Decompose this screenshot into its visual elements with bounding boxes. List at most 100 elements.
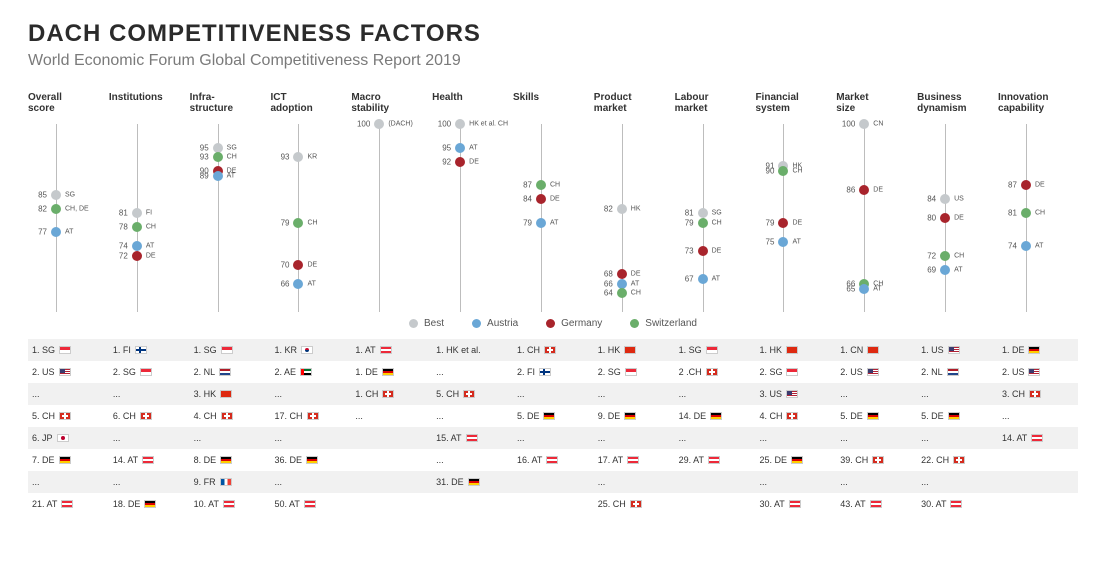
rank-cell-text: 39. CH — [840, 455, 868, 465]
data-point: 84US — [940, 194, 950, 204]
rank-cell: 1. CN — [836, 345, 916, 355]
column-header: Institutions — [109, 92, 189, 120]
legend-dot — [409, 319, 418, 328]
rank-cell-text: 2. AE — [274, 367, 296, 377]
data-point-label: DE — [469, 158, 479, 165]
rank-cell-text: 2. SG — [759, 367, 782, 377]
rank-cell-text: ... — [921, 433, 929, 443]
data-point: 65AT — [859, 284, 869, 294]
data-point: 93KR — [293, 152, 303, 162]
rank-cell: 29. AT — [675, 455, 755, 465]
legend-label: Germany — [561, 318, 602, 329]
rank-cell-text: ... — [436, 455, 444, 465]
rank-cell-text: 2. FI — [517, 367, 535, 377]
rank-cell: 1. FI — [109, 345, 189, 355]
data-point-value: 69 — [927, 265, 936, 274]
rank-cell-text: ... — [355, 411, 363, 421]
flag-icon — [872, 456, 884, 464]
flag-icon — [786, 346, 798, 354]
rank-cell: 2 .CH — [675, 367, 755, 377]
data-point: 79DE — [778, 218, 788, 228]
data-point-value: 64 — [604, 289, 613, 298]
rank-cell: 2. SG — [109, 367, 189, 377]
data-point-value: 74 — [119, 242, 128, 251]
flag-icon — [625, 368, 637, 376]
rank-cell: 18. DE — [109, 499, 189, 509]
rank-cell: 2. US — [998, 367, 1078, 377]
flag-icon — [710, 412, 722, 420]
chart-column-innovation: Innovation capability87DE81CH74AT — [998, 92, 1078, 312]
rank-cell-text: 1. CN — [840, 345, 863, 355]
rank-cell: 25. CH — [594, 499, 674, 509]
rank-cell: 2. US — [836, 367, 916, 377]
flag-icon — [220, 478, 232, 486]
rank-cell: 15. AT — [432, 433, 512, 443]
data-point-label: CH, DE — [65, 205, 89, 212]
data-point-value: 65 — [846, 284, 855, 293]
data-point: 66AT — [293, 279, 303, 289]
rank-cell: 1. SG — [190, 345, 270, 355]
chart-column-labour: Labour market81SG79CH73DE67AT — [675, 92, 755, 312]
rank-cell: ... — [432, 455, 512, 465]
rank-cell-text: 1. KR — [274, 345, 297, 355]
flag-icon — [382, 368, 394, 376]
flag-icon — [463, 390, 475, 398]
data-point: 82HK — [617, 204, 627, 214]
flag-icon — [1031, 434, 1043, 442]
flag-icon — [219, 368, 231, 376]
rank-cell: ... — [28, 389, 108, 399]
rank-cell: 2. US — [28, 367, 108, 377]
data-point-label: CH — [954, 252, 964, 259]
rank-cell: 14. DE — [675, 411, 755, 421]
rank-cell-text: ... — [598, 477, 606, 487]
flag-icon — [1029, 390, 1041, 398]
rank-cell: 1. HK et al. — [432, 345, 512, 355]
rank-cell: 25. DE — [755, 455, 835, 465]
data-point-value: 73 — [685, 246, 694, 255]
data-point: 100HK et al. CH — [455, 119, 465, 129]
rank-cell-text: ... — [274, 433, 282, 443]
flag-icon — [791, 456, 803, 464]
legend-label: Best — [424, 318, 444, 329]
data-point: 70DE — [293, 260, 303, 270]
data-point-label: CH — [227, 153, 237, 160]
flag-icon — [706, 346, 718, 354]
data-point-value: 100 — [842, 120, 855, 129]
legend-item-germany: Germany — [546, 318, 602, 329]
data-point-label: CH — [792, 168, 802, 175]
data-point-label: CH — [631, 290, 641, 297]
flag-icon — [220, 390, 232, 398]
rank-cell: ... — [836, 389, 916, 399]
flag-icon — [546, 456, 558, 464]
rank-cell-text: 15. AT — [436, 433, 461, 443]
rank-cell-text: ... — [113, 433, 121, 443]
rank-cell: ... — [432, 367, 512, 377]
rank-cell: 2. NL — [190, 367, 270, 377]
rank-cell: 39. CH — [836, 455, 916, 465]
legend: BestAustriaGermanySwitzerland — [28, 318, 1078, 329]
rank-row: ... ... 9. FR... 31. DE... ... ... ... — [28, 471, 1078, 493]
data-point-value: 95 — [200, 143, 209, 152]
data-point: 77AT — [51, 227, 61, 237]
legend-label: Austria — [487, 318, 518, 329]
data-point-label: DE — [1035, 182, 1045, 189]
data-point-label: CH — [307, 219, 317, 226]
flag-icon — [468, 478, 480, 486]
flag-icon — [708, 456, 720, 464]
flag-icon — [870, 500, 882, 508]
data-point-label: DE — [146, 252, 156, 259]
data-point: 87DE — [1021, 180, 1031, 190]
rank-cell: 1. DE — [351, 367, 431, 377]
rank-cell: 17. AT — [594, 455, 674, 465]
rank-cell-text: ... — [598, 433, 606, 443]
data-point-value: 86 — [846, 185, 855, 194]
data-point-label: DE — [873, 186, 883, 193]
rank-cell-text: ... — [32, 477, 40, 487]
rank-cell: 4. CH — [190, 411, 270, 421]
rank-cell: 1. DE — [998, 345, 1078, 355]
data-point: 79CH — [698, 218, 708, 228]
rank-cell-text: 14. AT — [1002, 433, 1027, 443]
flag-icon — [140, 412, 152, 420]
rank-cell-text: ... — [679, 389, 687, 399]
rank-cell: 2. SG — [755, 367, 835, 377]
